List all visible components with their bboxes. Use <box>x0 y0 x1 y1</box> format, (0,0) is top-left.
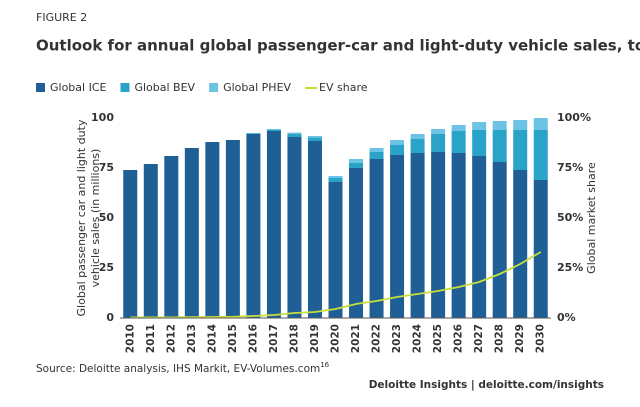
bar-segment <box>287 137 301 318</box>
x-tick-label: 2012 <box>165 324 177 353</box>
x-tick-label: 2013 <box>186 324 198 353</box>
source-note: 16 <box>320 361 329 369</box>
bar-segment <box>185 148 199 318</box>
bar-segment <box>370 148 384 152</box>
bar-segment <box>349 159 363 163</box>
y2-tick-label: 75% <box>557 161 583 174</box>
x-tick-label: 2015 <box>227 324 239 353</box>
y-tick-label: 50 <box>99 211 115 224</box>
bar-segment <box>390 140 404 145</box>
bar-segment <box>287 133 301 134</box>
bar-segment <box>308 136 322 138</box>
y-tick-label: 25 <box>99 261 114 274</box>
legend-swatch <box>120 83 129 92</box>
x-tick-label: 2014 <box>206 324 218 353</box>
bar-segment <box>472 130 486 156</box>
source-text: Source: Deloitte analysis, IHS Markit, E… <box>36 363 320 375</box>
bar-segment <box>144 164 158 318</box>
bar-segment <box>329 178 343 182</box>
x-tick-label: 2021 <box>350 324 362 353</box>
bar-segment <box>246 134 260 318</box>
legend-swatch <box>209 83 218 92</box>
bar-segment <box>329 182 343 318</box>
bar-segment <box>452 153 466 318</box>
bar-segment <box>431 129 445 134</box>
bar-segment <box>349 168 363 318</box>
y-tick-label: 75 <box>99 161 114 174</box>
bar-segment <box>308 141 322 318</box>
x-tick-label: 2027 <box>473 324 485 353</box>
y-axis-title: Global passenger car and light duty <box>75 119 88 316</box>
bar-segment <box>390 145 404 155</box>
x-tick-label: 2030 <box>535 324 547 353</box>
bar-segment <box>493 162 507 318</box>
x-tick-label: 2020 <box>330 324 342 353</box>
x-tick-label: 2029 <box>514 324 526 353</box>
bar-segment <box>534 118 548 130</box>
bar-segment <box>431 152 445 318</box>
bar-segment <box>452 131 466 153</box>
bar-segment <box>390 155 404 318</box>
y-tick-label: 100 <box>91 111 114 124</box>
footer: Deloitte Insights | deloitte.com/insight… <box>369 379 604 391</box>
bar-segment <box>308 138 322 141</box>
bar-segment <box>493 130 507 162</box>
x-tick-label: 2018 <box>288 324 300 353</box>
bar-segment <box>370 159 384 318</box>
bar-segment <box>267 131 281 318</box>
x-tick-label: 2022 <box>371 324 383 353</box>
legend-swatch <box>36 83 45 92</box>
legend: Global ICE Global BEV Global PHEV EV share <box>36 81 368 94</box>
y2-axis-title: Global market share <box>585 162 598 274</box>
bar-segment <box>287 134 301 137</box>
x-tick-label: 2010 <box>124 324 136 353</box>
chart-title: Outlook for annual global passenger-car … <box>36 37 640 55</box>
bar-segment <box>472 156 486 318</box>
y2-tick-label: 0% <box>557 311 576 324</box>
bar-segment <box>534 130 548 180</box>
legend-label: EV share <box>319 81 368 94</box>
figure-label: FIGURE 2 <box>36 11 87 24</box>
bar-segment <box>226 140 240 318</box>
bar-segment <box>411 139 425 153</box>
bar-segment <box>164 156 178 318</box>
bar-segment <box>370 152 384 159</box>
bar-segment <box>513 130 527 170</box>
bar-segment <box>472 122 486 130</box>
bar-segment <box>534 180 548 318</box>
x-tick-label: 2011 <box>145 324 157 353</box>
source: Source: Deloitte analysis, IHS Markit, E… <box>36 361 330 375</box>
x-tick-label: 2019 <box>309 324 321 353</box>
bar-segment <box>513 120 527 130</box>
legend-label: Global BEV <box>134 81 195 94</box>
bar-segment <box>452 125 466 131</box>
y2-tick-label: 50% <box>557 211 583 224</box>
y2-tick-label: 25% <box>557 261 583 274</box>
bar-segment <box>513 170 527 318</box>
x-tick-label: 2024 <box>412 324 424 353</box>
y-tick-label: 0 <box>106 311 114 324</box>
legend-label: Global ICE <box>50 81 107 94</box>
x-tick-label: 2025 <box>432 324 444 353</box>
x-tick-label: 2016 <box>247 324 259 353</box>
bar-segment <box>246 133 260 134</box>
x-tick-label: 2017 <box>268 324 280 353</box>
bar-segment <box>493 121 507 130</box>
bar-segment <box>267 129 281 130</box>
bar-segment <box>431 134 445 152</box>
x-tick-label: 2028 <box>494 324 506 353</box>
x-tick-label: 2026 <box>453 324 465 353</box>
bar-segment <box>329 176 343 178</box>
legend-label: Global PHEV <box>223 81 291 94</box>
bar-segment <box>349 163 363 168</box>
bar-segment <box>123 170 137 318</box>
bar-segment <box>205 142 219 318</box>
bar-segment <box>267 130 281 131</box>
y2-tick-label: 100% <box>557 111 591 124</box>
x-tick-label: 2023 <box>391 324 403 353</box>
bar-segment <box>411 134 425 139</box>
